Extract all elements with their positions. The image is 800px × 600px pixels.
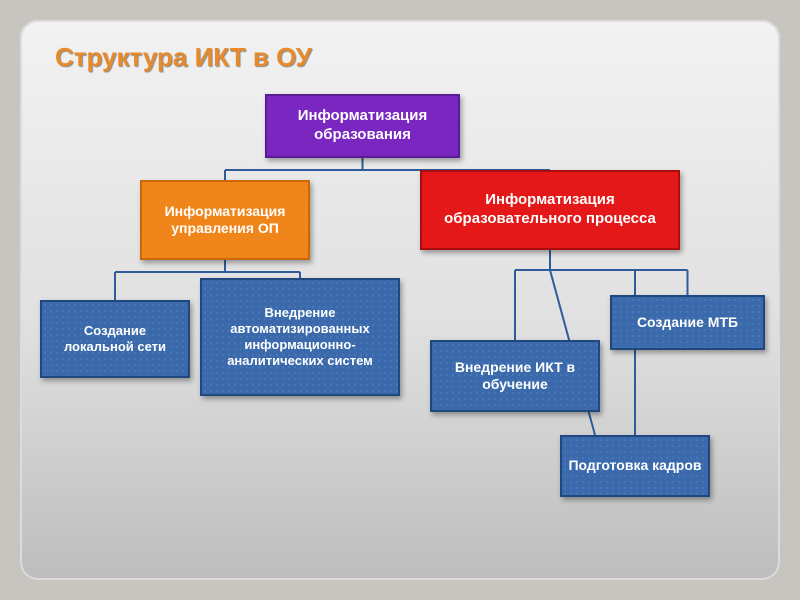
- node-label: Информатизация образования: [273, 107, 452, 145]
- page-title: Структура ИКТ в ОУ: [55, 42, 312, 73]
- node-label: Информатизация образовательного процесса: [428, 191, 672, 229]
- node-mgmt: Информатизация управления ОП: [140, 180, 310, 260]
- node-ais: Внедрение автоматизированных информацион…: [200, 278, 400, 396]
- node-root: Информатизация образования: [265, 94, 460, 158]
- node-label: Подготовка кадров: [568, 457, 701, 475]
- node-label: Информатизация управления ОП: [148, 203, 302, 238]
- node-kadr: Подготовка кадров: [560, 435, 710, 497]
- node-label: Внедрение ИКТ в обучение: [438, 359, 592, 394]
- slide-frame: Структура ИКТ в ОУ Информатизация образо…: [20, 20, 780, 580]
- node-label: Внедрение автоматизированных информацион…: [208, 305, 392, 370]
- node-label: Создание МТБ: [637, 314, 738, 332]
- node-lan: Создание локальной сети: [40, 300, 190, 378]
- node-eduproc: Информатизация образовательного процесса: [420, 170, 680, 250]
- node-ikt: Внедрение ИКТ в обучение: [430, 340, 600, 412]
- node-label: Создание локальной сети: [48, 323, 182, 356]
- node-mtb: Создание МТБ: [610, 295, 765, 350]
